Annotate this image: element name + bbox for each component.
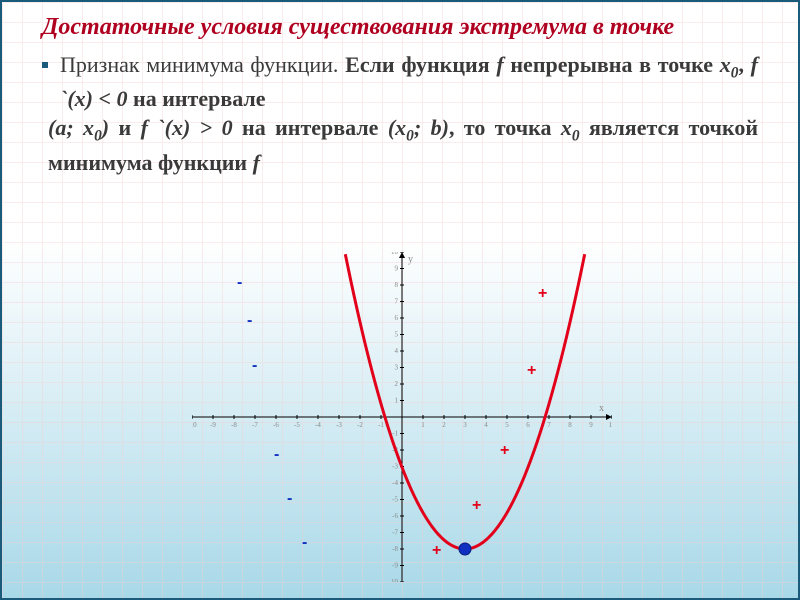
svg-text:8: 8 xyxy=(395,281,399,289)
bullet-item: Признак минимума функции. Если функция f… xyxy=(42,50,758,114)
then: , то точка xyxy=(449,115,561,140)
svg-text:-9: -9 xyxy=(210,421,216,429)
slide-content: Достаточные условия существования экстре… xyxy=(2,2,798,177)
svg-text:-2: -2 xyxy=(357,421,363,429)
svg-text:-10: -10 xyxy=(389,578,399,582)
t4: на интервале xyxy=(128,86,266,111)
slide-title: Достаточные условия существования экстре… xyxy=(42,14,758,42)
svg-text:-7: -7 xyxy=(392,529,398,537)
svg-text:3: 3 xyxy=(395,364,399,372)
derivative-sign-minus: - xyxy=(247,312,252,330)
int2-mid: ; b) xyxy=(414,115,449,140)
svg-text:7: 7 xyxy=(395,298,399,306)
svg-text:6: 6 xyxy=(395,314,399,322)
svg-text:10: 10 xyxy=(391,252,399,256)
svg-text:-6: -6 xyxy=(392,512,398,520)
svg-text:-3: -3 xyxy=(392,463,398,471)
svg-text:-8: -8 xyxy=(231,421,237,429)
svg-text:2: 2 xyxy=(395,380,399,388)
svg-text:5: 5 xyxy=(395,331,399,339)
svg-text:2: 2 xyxy=(442,421,446,429)
derivative-sign-minus: - xyxy=(287,490,292,508)
var-x2: x xyxy=(561,115,572,140)
lead-text: Признак минимума функции. xyxy=(60,52,338,77)
derivative-sign-minus: - xyxy=(274,446,279,464)
svg-text:-8: -8 xyxy=(392,545,398,553)
svg-text:10: 10 xyxy=(609,421,613,429)
svg-text:-1: -1 xyxy=(392,430,398,438)
var-f: f xyxy=(496,52,503,77)
svg-text:-3: -3 xyxy=(336,421,342,429)
derivative-sign-minus: - xyxy=(237,274,242,292)
t2: непрерывна в точке xyxy=(504,52,720,77)
y-axis-label: y xyxy=(408,254,413,265)
bullet-marker xyxy=(42,62,48,68)
chart-svg: -10-9-8-7-6-5-4-3-2-112345678910-10-9-8-… xyxy=(192,252,612,582)
derivative-sign-plus: + xyxy=(432,542,441,560)
derivative-sign-plus: + xyxy=(500,442,509,460)
svg-text:7: 7 xyxy=(547,421,551,429)
derivative-sign-minus: - xyxy=(252,357,257,375)
svg-text:1: 1 xyxy=(421,421,425,429)
svg-text:6: 6 xyxy=(526,421,530,429)
svg-text:-5: -5 xyxy=(294,421,300,429)
svg-text:-6: -6 xyxy=(273,421,279,429)
and: и xyxy=(109,115,140,140)
svg-text:1: 1 xyxy=(395,397,399,405)
svg-text:3: 3 xyxy=(463,421,467,429)
svg-text:-1: -1 xyxy=(378,421,384,429)
sub0-4: 0 xyxy=(572,128,580,145)
derivative-sign-plus: + xyxy=(472,497,481,515)
var-x: x xyxy=(720,52,731,77)
svg-text:-7: -7 xyxy=(252,421,258,429)
derivative-sign-plus: + xyxy=(538,285,547,303)
svg-text:8: 8 xyxy=(568,421,572,429)
sub0-3: 0 xyxy=(406,128,414,145)
var-f2: f xyxy=(253,150,260,175)
svg-text:-4: -4 xyxy=(315,421,321,429)
derivative-sign-plus: + xyxy=(527,362,536,380)
svg-text:-9: -9 xyxy=(392,562,398,570)
on2: на интервале xyxy=(233,115,388,140)
svg-text:4: 4 xyxy=(395,347,399,355)
int1-close: ) xyxy=(102,115,109,140)
paragraph-cont: (a; x0) и f `(x) > 0 на интервале (x0; b… xyxy=(48,113,758,177)
svg-text:9: 9 xyxy=(395,265,399,273)
t3: , xyxy=(738,52,750,77)
svg-text:4: 4 xyxy=(484,421,488,429)
fprime-gt: f `(x) > 0 xyxy=(141,115,233,140)
svg-text:-5: -5 xyxy=(392,496,398,504)
svg-text:5: 5 xyxy=(505,421,509,429)
parabola-chart: -10-9-8-7-6-5-4-3-2-112345678910-10-9-8-… xyxy=(192,252,612,582)
int2-open: (x xyxy=(388,115,406,140)
paragraph: Признак минимума функции. Если функция f… xyxy=(60,50,758,114)
x-axis-label: x xyxy=(599,403,604,414)
svg-text:-10: -10 xyxy=(192,421,197,429)
t1: Если функция xyxy=(345,52,496,77)
sub0-2: 0 xyxy=(94,128,102,145)
derivative-sign-minus: - xyxy=(302,534,307,552)
bold-segment-2: (a; x0) и f `(x) > 0 на интервале (x0; b… xyxy=(48,115,758,174)
svg-text:-4: -4 xyxy=(392,479,398,487)
int1-open: (a; x xyxy=(48,115,94,140)
svg-text:9: 9 xyxy=(589,421,593,429)
